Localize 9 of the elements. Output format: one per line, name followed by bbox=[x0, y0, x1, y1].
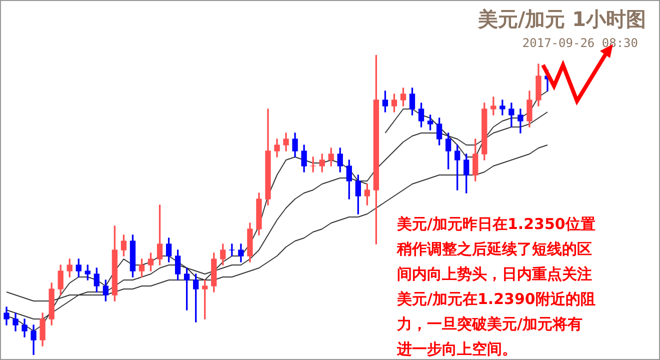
chart-title: 美元/加元 1小时图 bbox=[478, 6, 646, 33]
annotation: 稍作调整之后延续了短线的区 bbox=[397, 239, 593, 260]
annotation: 美元/加元在1.2390附近的阻 bbox=[397, 289, 596, 310]
text: 2017-09-26 08:30 bbox=[522, 36, 638, 50]
candlestick bbox=[310, 156, 316, 172]
annotation: 力，一旦突破美元/加元将有 bbox=[397, 314, 584, 335]
annotation: 进一步向上空间。 bbox=[397, 339, 518, 360]
annotation: 间内向上势头，日内重点关注 bbox=[397, 264, 593, 285]
annotation: 美元/加元昨日在1.2350位置 bbox=[397, 214, 596, 235]
